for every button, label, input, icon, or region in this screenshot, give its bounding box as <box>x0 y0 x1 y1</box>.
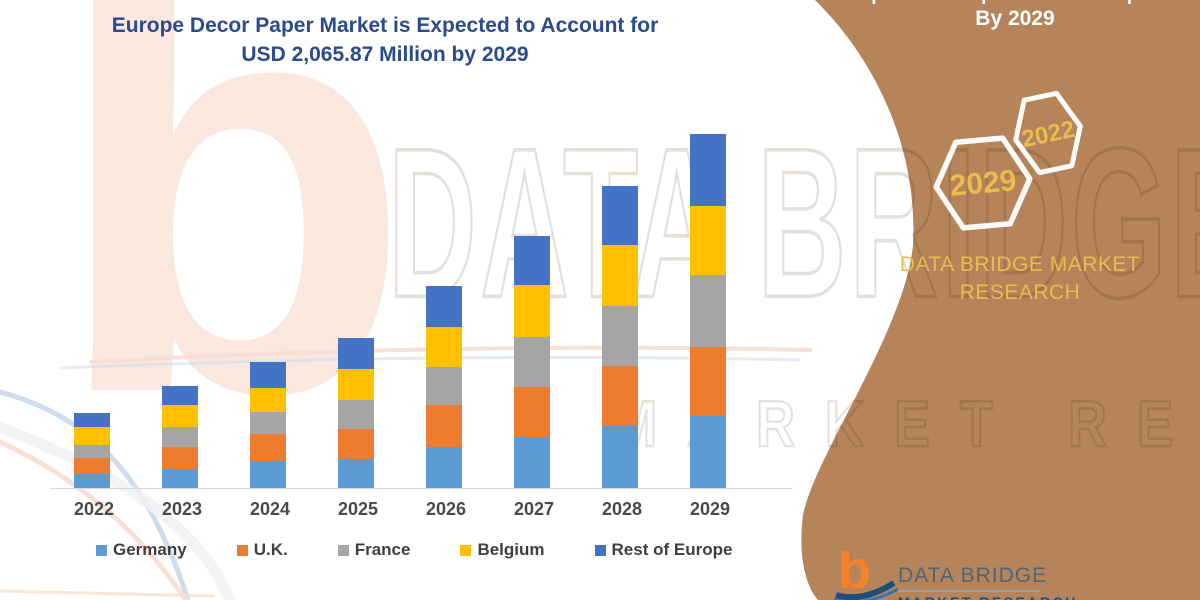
panel-brand-text: DATA BRIDGE MARKET RESEARCH <box>880 251 1160 307</box>
legend-item-belgium: Belgium <box>460 540 545 560</box>
panel-brand-line2: RESEARCH <box>959 281 1081 304</box>
chart-title: Europe Decor Paper Market is Expected to… <box>20 11 750 69</box>
chart-title-line2: USD 2,065.87 Million by 2029 <box>241 43 529 66</box>
bar-segment-2025-rest-of-europe <box>338 338 374 369</box>
bar-segment-2027-germany <box>514 437 550 488</box>
legend-label: Germany <box>113 540 187 559</box>
bar-segment-2025-belgium <box>338 369 374 400</box>
legend-item-rest-of-europe: Rest of Europe <box>594 540 733 560</box>
x-axis-label-2024: 2024 <box>250 499 291 519</box>
bar-segment-2024-germany <box>250 461 286 488</box>
x-axis-line <box>50 488 792 489</box>
bar-segment-2022-belgium <box>74 427 110 445</box>
legend-item-germany: Germany <box>96 540 187 560</box>
hexagon-2029: 2029 <box>933 135 1033 231</box>
bar-segment-2023-belgium <box>162 405 198 427</box>
bar-segment-2028-france <box>602 306 638 366</box>
legend-swatch-icon <box>594 544 606 556</box>
bar-segment-2026-belgium <box>426 327 462 367</box>
bar-segment-2028-rest-of-europe <box>602 186 638 245</box>
bar-segment-2027-belgium <box>514 285 550 337</box>
x-axis-label-2023: 2023 <box>162 499 203 519</box>
legend-label: Belgium <box>477 540 545 559</box>
bar-segment-2029-france <box>690 275 726 347</box>
bar-segment-2029-germany <box>690 416 726 488</box>
x-axis-labels: 2022 2023 2024 2025 2026 2027 2028 2029 <box>62 499 792 520</box>
x-axis-label-2022: 2022 <box>74 499 115 519</box>
stacked-bar-2028 <box>602 186 638 488</box>
bar-segment-2027-france <box>514 337 550 387</box>
bar-segment-2025-u-k- <box>338 429 374 459</box>
bar-segment-2023-u-k- <box>162 447 198 469</box>
bar-segment-2028-germany <box>602 426 638 488</box>
bar-segment-2024-u-k- <box>250 434 286 461</box>
bar-segment-2027-u-k- <box>514 387 550 437</box>
stacked-bar-2029 <box>690 134 726 488</box>
legend-item-france: France <box>337 540 411 560</box>
footer-logo: b DATA BRIDGE MARKET RESEARCH <box>834 551 1094 600</box>
panel-brand-line1: DATA BRIDGE MARKET <box>899 253 1141 276</box>
bar-segment-2024-rest-of-europe <box>250 362 286 388</box>
bar-segment-2022-u-k- <box>74 458 110 474</box>
bar-segment-2027-rest-of-europe <box>514 236 550 285</box>
bar-segment-2023-germany <box>162 469 198 488</box>
legend-swatch-icon <box>236 544 248 556</box>
bar-segment-2023-rest-of-europe <box>162 386 198 405</box>
panel-headline-clipped: Europe Decor Paper Market is Expected to… <box>828 0 1200 6</box>
x-axis-label-2028: 2028 <box>602 499 643 519</box>
x-axis-label-2029: 2029 <box>690 499 731 519</box>
legend-swatch-icon <box>460 544 472 556</box>
bar-segment-2028-belgium <box>602 245 638 306</box>
stacked-bar-2027 <box>514 236 550 488</box>
x-axis-label-2027: 2027 <box>514 499 555 519</box>
bar-segment-2024-belgium <box>250 388 286 412</box>
footer-logo-sub-clipped: MARKET RESEARCH <box>898 594 1078 600</box>
legend-swatch-icon <box>96 544 107 556</box>
footer-logo-b-icon: b <box>838 551 871 600</box>
bar-segment-2022-rest-of-europe <box>74 413 110 427</box>
bar-segment-2029-rest-of-europe <box>690 134 726 206</box>
bar-segment-2022-france <box>74 445 110 458</box>
panel-headline-by-2029: By 2029 <box>975 7 1055 30</box>
stacked-bar-2024 <box>250 362 286 488</box>
hexagon-2022-label: 2022 <box>1019 116 1077 154</box>
stacked-bar-2022 <box>74 413 110 488</box>
footer-logo-name: DATA BRIDGE <box>898 564 1048 587</box>
bar-segment-2026-france <box>426 367 462 405</box>
bar-segment-2029-u-k- <box>690 347 726 416</box>
bar-plot-area <box>62 0 792 488</box>
stacked-bar-2023 <box>162 386 198 488</box>
x-axis-label-2025: 2025 <box>338 499 379 519</box>
bar-segment-2022-germany <box>74 474 110 488</box>
bar-segment-2026-u-k- <box>426 405 462 447</box>
x-axis-label-2026: 2026 <box>426 499 467 519</box>
legend-label: Rest of Europe <box>611 540 733 559</box>
footer-logo-rule <box>898 590 1040 592</box>
chart-legend: Germany U.K. France Belgium Rest of Europe <box>96 540 732 560</box>
footer-logo-swoosh-icon <box>834 580 899 600</box>
bar-segment-2024-france <box>250 412 286 434</box>
bar-segment-2026-rest-of-europe <box>426 286 462 327</box>
legend-label: France <box>354 540 411 559</box>
stacked-bar-2025 <box>338 338 374 488</box>
legend-label: U.K. <box>253 540 288 559</box>
bar-segment-2025-france <box>338 400 374 429</box>
legend-swatch-icon <box>337 544 349 556</box>
bar-segment-2028-u-k- <box>602 366 638 426</box>
bar-segment-2025-germany <box>338 459 374 488</box>
legend-item-u-k-: U.K. <box>236 540 288 560</box>
hexagon-2029-label: 2029 <box>948 164 1017 203</box>
bar-segment-2029-belgium <box>690 206 726 275</box>
bar-segment-2023-france <box>162 427 198 447</box>
chart-title-line1: Europe Decor Paper Market is Expected to… <box>111 14 659 37</box>
bar-segment-2026-germany <box>426 447 462 488</box>
stacked-bar-2026 <box>426 286 462 488</box>
